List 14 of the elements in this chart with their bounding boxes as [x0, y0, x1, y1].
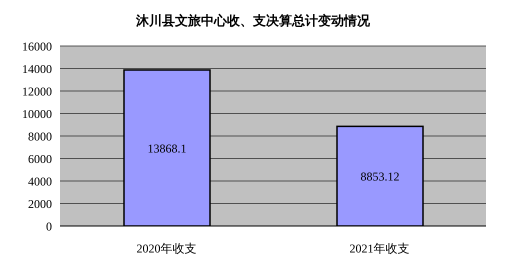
data-label: 13868.1	[148, 141, 186, 156]
y-tick-label: 0	[46, 219, 52, 234]
y-tick-label: 16000	[22, 39, 52, 54]
data-label: 8853.12	[360, 169, 400, 184]
x-tick-label: 2020年收支	[136, 242, 196, 256]
y-tick-label: 12000	[22, 84, 52, 98]
y-tick-label: 2000	[28, 196, 52, 211]
y-tick-label: 6000	[28, 152, 52, 166]
chart-title: 沐川县文旅中心收、支决算总计变动情况	[135, 12, 371, 30]
y-tick-label: 4000	[28, 174, 52, 188]
y-tick-label: 14000	[22, 62, 52, 76]
y-tick-label: 8000	[28, 129, 52, 144]
y-tick-label: 10000	[22, 106, 52, 121]
x-tick-label: 2021年收支	[350, 242, 410, 256]
